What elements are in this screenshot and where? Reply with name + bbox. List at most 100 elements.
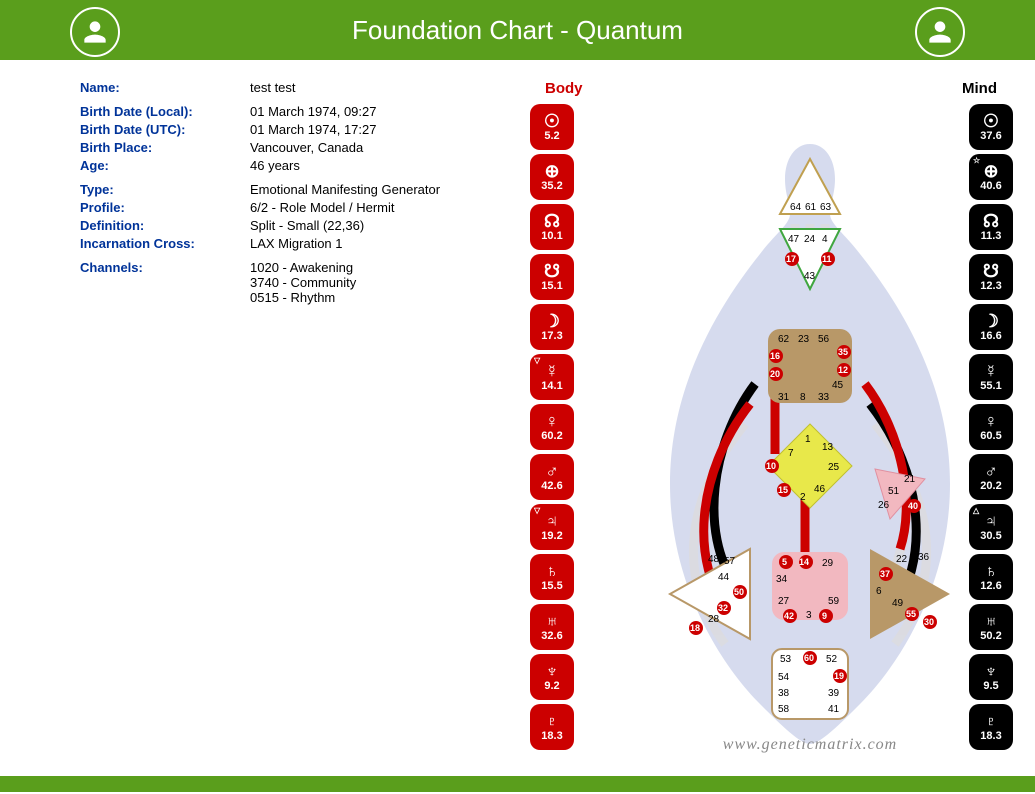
channel-item: 0515 - Rhythm bbox=[250, 290, 510, 305]
planet-glyph-icon: ☊ bbox=[544, 212, 560, 230]
planet-value: 9.2 bbox=[544, 681, 559, 692]
planet-glyph-icon: ☿ bbox=[545, 362, 559, 380]
svg-text:37: 37 bbox=[880, 569, 890, 579]
planet-glyph-icon: ♂ bbox=[545, 462, 559, 480]
planet-value: 32.6 bbox=[541, 631, 562, 642]
svg-text:8: 8 bbox=[800, 392, 806, 403]
bodygraph: 646163 47244 17 11 43 622356 16 20 35 12… bbox=[600, 104, 1020, 764]
cross-value: LAX Migration 1 bbox=[250, 236, 510, 251]
planet-glyph-icon: ♇ bbox=[545, 712, 559, 730]
svg-text:46: 46 bbox=[814, 484, 826, 495]
planet-box: ♆9.2 bbox=[530, 654, 574, 700]
svg-text:43: 43 bbox=[804, 271, 816, 282]
svg-text:49: 49 bbox=[892, 598, 904, 609]
birth-local-label: Birth Date (Local): bbox=[80, 104, 250, 119]
footer-bar bbox=[0, 776, 1035, 792]
planet-value: 5.2 bbox=[544, 131, 559, 142]
svg-text:53: 53 bbox=[780, 654, 792, 665]
svg-text:56: 56 bbox=[818, 334, 830, 345]
svg-text:60: 60 bbox=[804, 653, 814, 663]
svg-text:47: 47 bbox=[788, 234, 800, 245]
planet-box: ♇18.3 bbox=[530, 704, 574, 750]
svg-text:62: 62 bbox=[778, 334, 790, 345]
svg-text:59: 59 bbox=[828, 596, 840, 607]
svg-text:24: 24 bbox=[804, 234, 816, 245]
svg-text:12: 12 bbox=[838, 365, 848, 375]
planet-glyph-icon: ♅ bbox=[545, 612, 559, 630]
planet-value: 35.2 bbox=[541, 181, 562, 192]
cross-label: Incarnation Cross: bbox=[80, 236, 250, 251]
planet-box: ☽17.3 bbox=[530, 304, 574, 350]
planet-glyph-icon: ♃ bbox=[545, 512, 559, 530]
person-icon bbox=[70, 7, 120, 57]
svg-text:41: 41 bbox=[828, 704, 840, 715]
svg-text:63: 63 bbox=[820, 202, 832, 213]
birth-local-value: 01 March 1974, 09:27 bbox=[250, 104, 510, 119]
planet-glyph-icon: ♆ bbox=[545, 662, 559, 680]
planet-glyph-icon: ♄ bbox=[545, 562, 559, 580]
planet-box: ☉5.2 bbox=[530, 104, 574, 150]
planet-box: ⊕35.2 bbox=[530, 154, 574, 200]
svg-text:20: 20 bbox=[770, 369, 780, 379]
name-label: Name: bbox=[80, 80, 250, 95]
svg-text:15: 15 bbox=[778, 485, 788, 495]
svg-text:3: 3 bbox=[806, 610, 812, 621]
svg-text:9: 9 bbox=[822, 611, 827, 621]
svg-text:34: 34 bbox=[776, 574, 788, 585]
planet-box: ☊10.1 bbox=[530, 204, 574, 250]
svg-text:26: 26 bbox=[878, 500, 890, 511]
svg-text:30: 30 bbox=[924, 617, 934, 627]
profile-label: Profile: bbox=[80, 200, 250, 215]
svg-text:17: 17 bbox=[786, 254, 796, 264]
svg-text:51: 51 bbox=[888, 486, 900, 497]
svg-text:32: 32 bbox=[718, 603, 728, 613]
svg-text:48: 48 bbox=[708, 554, 720, 565]
planet-box: ♄15.5 bbox=[530, 554, 574, 600]
birth-utc-value: 01 March 1974, 17:27 bbox=[250, 122, 510, 137]
channel-item: 3740 - Community bbox=[250, 275, 510, 290]
person-icon bbox=[915, 7, 965, 57]
chart-area: Body Mind ☉5.2⊕35.2☊10.1☋15.1☽17.3▽☿14.1… bbox=[510, 80, 1035, 770]
planet-glyph-icon: ♀ bbox=[545, 412, 559, 430]
svg-text:23: 23 bbox=[798, 334, 810, 345]
definition-label: Definition: bbox=[80, 218, 250, 233]
svg-text:52: 52 bbox=[826, 654, 838, 665]
svg-text:25: 25 bbox=[828, 462, 840, 473]
birth-place-value: Vancouver, Canada bbox=[250, 140, 510, 155]
definition-value: Split - Small (22,36) bbox=[250, 218, 510, 233]
svg-text:42: 42 bbox=[784, 611, 794, 621]
profile-value: 6/2 - Role Model / Hermit bbox=[250, 200, 510, 215]
svg-text:6: 6 bbox=[876, 586, 882, 597]
planet-value: 14.1 bbox=[541, 381, 562, 392]
planet-value: 15.1 bbox=[541, 281, 562, 292]
planet-glyph-icon: ☉ bbox=[544, 112, 560, 130]
svg-text:13: 13 bbox=[822, 442, 834, 453]
planet-value: 42.6 bbox=[541, 481, 562, 492]
svg-text:38: 38 bbox=[778, 688, 790, 699]
svg-text:27: 27 bbox=[778, 596, 790, 607]
birth-utc-label: Birth Date (UTC): bbox=[80, 122, 250, 137]
planet-value: 10.1 bbox=[541, 231, 562, 242]
svg-text:21: 21 bbox=[904, 474, 916, 485]
svg-text:61: 61 bbox=[805, 202, 817, 213]
birth-place-label: Birth Place: bbox=[80, 140, 250, 155]
svg-text:1: 1 bbox=[805, 434, 811, 445]
planet-value: 60.2 bbox=[541, 431, 562, 442]
svg-text:45: 45 bbox=[832, 380, 844, 391]
watermark: www.geneticmatrix.com bbox=[723, 736, 897, 754]
planet-glyph-icon: ☽ bbox=[544, 312, 560, 330]
type-label: Type: bbox=[80, 182, 250, 197]
svg-text:7: 7 bbox=[788, 448, 794, 459]
planet-value: 18.3 bbox=[541, 731, 562, 742]
planet-glyph-icon: ⊕ bbox=[544, 162, 559, 180]
type-value: Emotional Manifesting Generator bbox=[250, 182, 510, 197]
info-panel: Name:test test Birth Date (Local):01 Mar… bbox=[0, 80, 510, 770]
svg-text:10: 10 bbox=[766, 461, 776, 471]
svg-text:39: 39 bbox=[828, 688, 840, 699]
age-value: 46 years bbox=[250, 158, 510, 173]
svg-text:33: 33 bbox=[818, 392, 830, 403]
channel-item: 1020 - Awakening bbox=[250, 260, 510, 275]
header-bar: Foundation Chart - Quantum bbox=[0, 0, 1035, 60]
age-label: Age: bbox=[80, 158, 250, 173]
svg-text:11: 11 bbox=[822, 254, 832, 264]
